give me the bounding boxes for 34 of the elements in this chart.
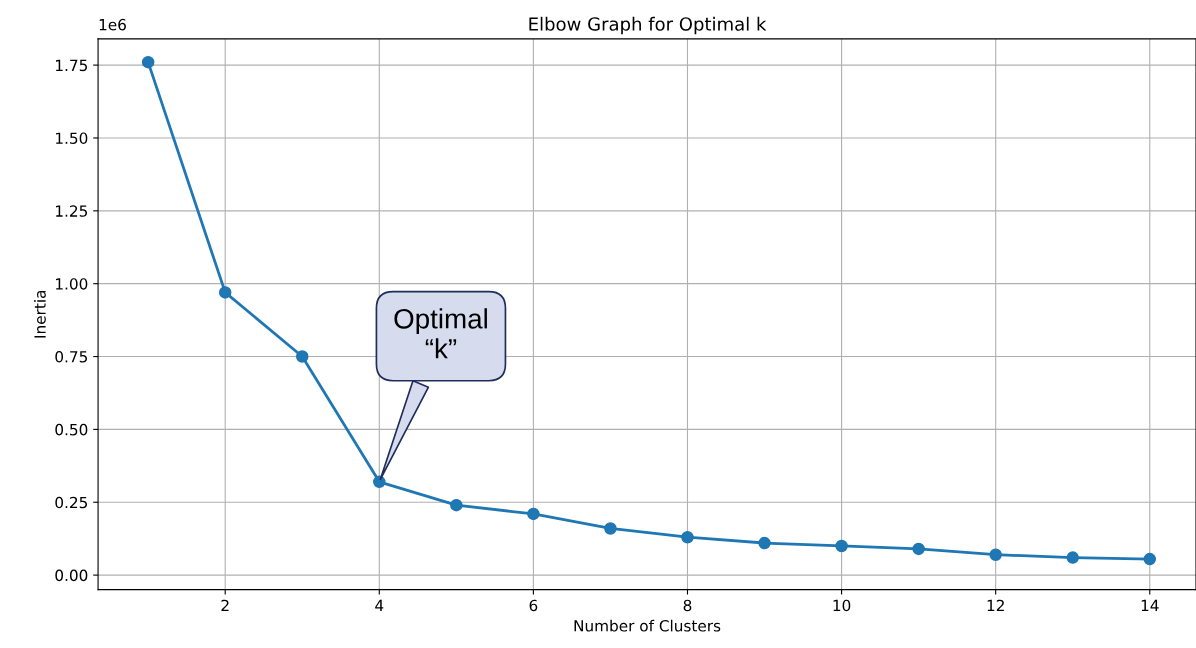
point [912,542,925,556]
y-tick-label: 0.25 [55,496,88,509]
x-tick-label: 14 [1141,599,1159,612]
point [681,530,694,544]
y-tick-label: 1.50 [56,132,88,144]
point [1066,551,1079,564]
y-axis-title: Inertia [33,290,46,338]
y-tick-label: 0.50 [55,423,88,436]
point [141,55,155,69]
point [604,522,617,535]
y-tick-label: 1.25 [56,205,88,217]
x-tick-label: 4 [375,599,384,612]
point [1143,552,1157,566]
y-tick-label: 0.75 [55,351,88,363]
x-tick-label: 8 [683,599,692,612]
chart-title: Elbow Graph for Optimal k [529,16,767,35]
point [373,475,386,489]
y-tick-label: 1.75 [56,59,88,72]
x-tick-label: 2 [221,599,229,612]
y-tick-label: 1.00 [56,278,88,290]
point [218,286,232,299]
point [295,350,309,363]
point [758,536,771,550]
point [450,498,463,512]
text: 1e6 [99,18,126,31]
x-axis-title: Number of Clusters [574,619,721,632]
x-tick-label: 12 [987,599,1004,612]
x-tick-label: 6 [529,599,538,612]
point [989,548,1002,561]
point [835,539,848,553]
y-tick-label: 0.00 [55,569,88,582]
point [527,507,540,521]
x-tick-label: 10 [833,599,851,612]
annotation: Optimal “k” [394,308,487,359]
